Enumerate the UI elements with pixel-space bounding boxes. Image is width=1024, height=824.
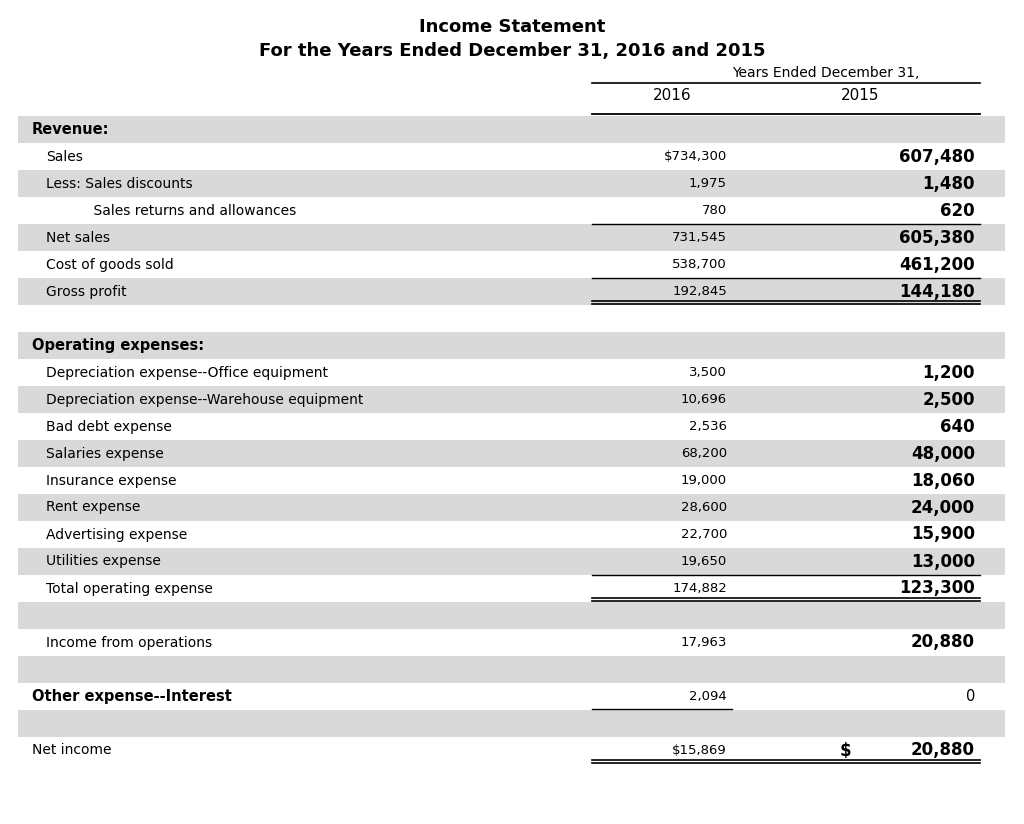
Text: Depreciation expense--Warehouse equipment: Depreciation expense--Warehouse equipmen… — [46, 392, 364, 406]
Text: 1,200: 1,200 — [923, 363, 975, 382]
Text: 1,480: 1,480 — [923, 175, 975, 193]
Text: 2016: 2016 — [652, 88, 691, 103]
Text: Net sales: Net sales — [46, 231, 110, 245]
Text: 538,700: 538,700 — [672, 258, 727, 271]
Bar — [18, 116, 1005, 143]
Text: 10,696: 10,696 — [681, 393, 727, 406]
Text: 15,900: 15,900 — [911, 526, 975, 544]
Bar — [18, 386, 1005, 413]
Text: 174,882: 174,882 — [672, 582, 727, 595]
Text: 731,545: 731,545 — [672, 231, 727, 244]
Text: 2015: 2015 — [841, 88, 880, 103]
Text: 13,000: 13,000 — [911, 553, 975, 570]
Bar — [18, 494, 1005, 521]
Text: Cost of goods sold: Cost of goods sold — [46, 258, 174, 271]
Text: 0: 0 — [966, 689, 975, 704]
Text: Gross profit: Gross profit — [46, 284, 127, 298]
Text: 28,600: 28,600 — [681, 501, 727, 514]
Bar — [18, 602, 1005, 629]
Text: Utilities expense: Utilities expense — [46, 555, 161, 569]
Text: 19,000: 19,000 — [681, 474, 727, 487]
Text: 22,700: 22,700 — [681, 528, 727, 541]
Bar — [18, 332, 1005, 359]
Bar — [18, 440, 1005, 467]
Text: 605,380: 605,380 — [899, 228, 975, 246]
Text: $: $ — [840, 742, 852, 760]
Text: Income from operations: Income from operations — [46, 635, 212, 649]
Text: Other expense--Interest: Other expense--Interest — [32, 689, 231, 704]
Text: Sales returns and allowances: Sales returns and allowances — [76, 204, 296, 218]
Text: 17,963: 17,963 — [681, 636, 727, 649]
Text: Total operating expense: Total operating expense — [46, 582, 213, 596]
Text: 3,500: 3,500 — [689, 366, 727, 379]
Bar — [18, 656, 1005, 683]
Text: 461,200: 461,200 — [899, 255, 975, 274]
Text: $15,869: $15,869 — [672, 744, 727, 757]
Text: Bad debt expense: Bad debt expense — [46, 419, 172, 433]
Bar — [18, 548, 1005, 575]
Bar — [18, 710, 1005, 737]
Text: Salaries expense: Salaries expense — [46, 447, 164, 461]
Text: 192,845: 192,845 — [672, 285, 727, 298]
Text: Advertising expense: Advertising expense — [46, 527, 187, 541]
Text: 2,500: 2,500 — [923, 391, 975, 409]
Text: Rent expense: Rent expense — [46, 500, 140, 514]
Text: Net income: Net income — [32, 743, 112, 757]
Text: Depreciation expense--Office equipment: Depreciation expense--Office equipment — [46, 366, 328, 380]
Text: 2,094: 2,094 — [689, 690, 727, 703]
Bar — [18, 224, 1005, 251]
Text: Insurance expense: Insurance expense — [46, 474, 176, 488]
Bar — [18, 278, 1005, 305]
Text: 607,480: 607,480 — [899, 147, 975, 166]
Text: 20,880: 20,880 — [911, 742, 975, 760]
Bar — [18, 170, 1005, 197]
Text: 144,180: 144,180 — [899, 283, 975, 301]
Text: 640: 640 — [940, 418, 975, 436]
Text: Revenue:: Revenue: — [32, 122, 110, 137]
Text: 19,650: 19,650 — [681, 555, 727, 568]
Text: Income Statement: Income Statement — [419, 18, 605, 36]
Text: Operating expenses:: Operating expenses: — [32, 338, 204, 353]
Text: Years Ended December 31,: Years Ended December 31, — [732, 66, 920, 80]
Text: 1,975: 1,975 — [689, 177, 727, 190]
Text: 2,536: 2,536 — [689, 420, 727, 433]
Text: 68,200: 68,200 — [681, 447, 727, 460]
Text: 123,300: 123,300 — [899, 579, 975, 597]
Text: 24,000: 24,000 — [911, 499, 975, 517]
Text: 48,000: 48,000 — [911, 444, 975, 462]
Text: 620: 620 — [940, 202, 975, 219]
Text: Sales: Sales — [46, 149, 83, 163]
Text: 780: 780 — [701, 204, 727, 217]
Text: 20,880: 20,880 — [911, 634, 975, 652]
Text: 18,060: 18,060 — [911, 471, 975, 489]
Text: $734,300: $734,300 — [664, 150, 727, 163]
Text: Less: Sales discounts: Less: Sales discounts — [46, 176, 193, 190]
Text: For the Years Ended December 31, 2016 and 2015: For the Years Ended December 31, 2016 an… — [259, 42, 765, 60]
